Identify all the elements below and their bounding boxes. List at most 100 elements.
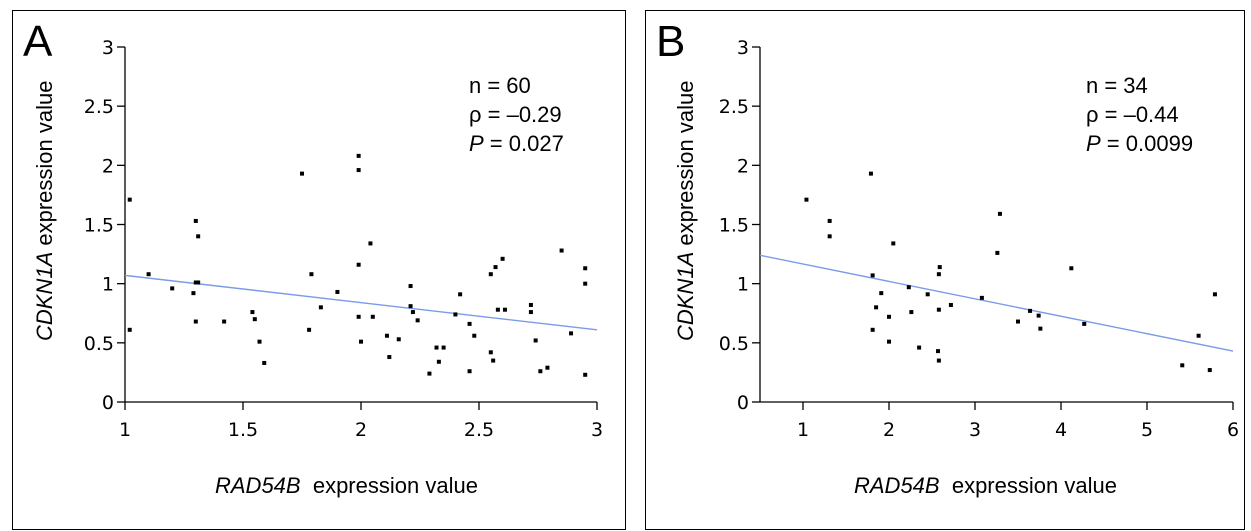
y-tick-label-b: 3	[737, 37, 749, 59]
data-point-a	[583, 281, 588, 286]
y-tick-label-a: 2.5	[84, 96, 114, 118]
data-point-a	[309, 272, 314, 277]
trend-line-a	[124, 274, 598, 331]
data-point-a	[467, 321, 472, 326]
data-point-b	[906, 285, 911, 290]
data-point-a	[356, 262, 361, 267]
data-point-b	[870, 327, 875, 332]
y-tick-label-a: 0.5	[84, 333, 114, 355]
data-point-a	[569, 331, 574, 336]
data-point-a	[356, 153, 361, 158]
data-point-a	[127, 327, 132, 332]
data-point-b	[937, 265, 942, 270]
data-point-b	[936, 349, 941, 354]
panel-letter-b: B	[656, 17, 686, 66]
data-point-a	[193, 280, 198, 285]
data-point-a	[307, 327, 312, 332]
data-point-b	[979, 295, 984, 300]
data-point-a	[222, 319, 227, 324]
data-point-a	[533, 338, 538, 343]
data-point-a	[262, 360, 267, 365]
x-tick-label-a: 2.5	[464, 419, 494, 441]
data-point-b	[936, 358, 941, 363]
data-point-b	[948, 302, 953, 307]
data-point-b	[891, 241, 896, 246]
data-point-a	[495, 307, 500, 312]
data-point-a	[196, 280, 201, 285]
stats-block-b: n = 34 ρ = –0.44 P = 0.0099	[1086, 71, 1193, 158]
data-point-a	[356, 314, 361, 319]
data-point-a	[368, 241, 373, 246]
data-point-b	[995, 250, 1000, 255]
data-point-a	[193, 218, 198, 223]
data-point-a	[196, 234, 201, 239]
x-tick-label-a: 2	[355, 419, 367, 441]
data-point-a	[408, 304, 413, 309]
data-point-b	[1212, 292, 1217, 297]
y-tick-label-b: 0.5	[719, 333, 749, 355]
data-point-b	[1036, 313, 1041, 318]
y-tick-label-a: 2	[102, 155, 114, 177]
data-point-a	[458, 292, 463, 297]
data-point-a	[250, 310, 255, 315]
data-point-a	[300, 171, 304, 176]
y-axis-rest-a: expression value	[32, 80, 57, 246]
data-point-a	[502, 307, 507, 312]
panel-letter-a: A	[23, 17, 53, 66]
data-point-a	[384, 333, 389, 338]
y-tick-label-b: 1	[737, 274, 749, 296]
data-point-b	[997, 211, 1002, 216]
y-tick-label-b: 2	[737, 155, 749, 177]
y-axis-label-b: CDKN1A expression value	[673, 81, 699, 341]
x-tick-label-b: 1	[797, 419, 809, 441]
data-point-a	[415, 318, 420, 323]
y-tick-label-a: 1	[102, 274, 114, 296]
data-point-a	[488, 272, 493, 277]
panel-b: B 0 0.5 1 1.5 2 2.5 3 1 2 3 4 5 6 n = 34 ρ = –0.44 P…	[645, 10, 1245, 530]
data-point-a	[538, 369, 543, 374]
data-point-b	[887, 339, 891, 344]
data-point-b	[936, 307, 941, 312]
data-point-a	[193, 319, 198, 324]
data-point-a	[396, 337, 401, 342]
data-point-a	[491, 358, 496, 363]
y-axis-label-a: CDKN1A expression value	[32, 81, 58, 341]
x-axis-label-b: RAD54B expression value	[854, 473, 1117, 499]
x-tick-label-a: 1.5	[228, 419, 258, 441]
y-tick-label-b: 1.5	[719, 215, 749, 237]
x-tick-label-b: 2	[883, 419, 895, 441]
data-point-b	[917, 345, 922, 350]
data-point-b	[1082, 321, 1087, 326]
data-point-b	[879, 291, 884, 296]
data-point-b	[909, 310, 914, 315]
data-point-a	[146, 272, 151, 277]
data-point-a	[191, 291, 196, 296]
data-point-b	[1038, 326, 1043, 331]
data-point-b	[1016, 319, 1020, 324]
data-point-a	[370, 314, 375, 319]
data-point-a	[359, 339, 363, 344]
data-point-b	[1028, 308, 1033, 313]
data-point-a	[559, 248, 564, 253]
data-point-a	[441, 345, 446, 350]
data-point-a	[335, 289, 340, 294]
x-tick-label-a: 3	[591, 419, 603, 441]
x-tick-label-b: 4	[1055, 419, 1067, 441]
data-point-a	[318, 305, 323, 310]
x-tick-label-b: 3	[969, 419, 981, 441]
data-point-a	[472, 333, 477, 338]
x-axis-gene-a: RAD54B	[215, 473, 301, 498]
trend-line-b	[759, 254, 1234, 352]
data-point-a	[545, 365, 550, 370]
data-point-a	[356, 168, 361, 173]
data-point-a	[467, 369, 472, 374]
data-point-a	[434, 345, 439, 350]
data-point-a	[528, 302, 533, 307]
y-tick-label-a: 1.5	[84, 215, 114, 237]
y-axis-gene-b: CDKN1A	[673, 251, 698, 341]
data-point-b	[804, 197, 809, 202]
rho-stat-b: ρ = –0.44	[1086, 102, 1179, 127]
scatter-plot-b: 0 0.5 1 1.5 2 2.5 3 1 2 3 4 5 6	[719, 37, 1239, 441]
data-point-a	[127, 197, 132, 202]
data-point-b	[1180, 363, 1185, 368]
